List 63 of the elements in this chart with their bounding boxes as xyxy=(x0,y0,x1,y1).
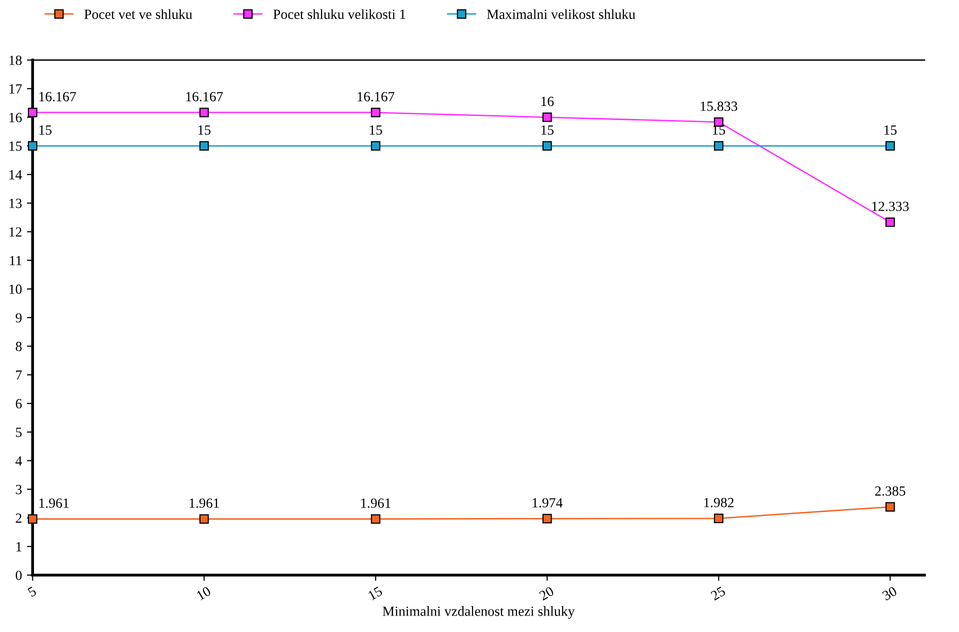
x-axis-title: Minimalni vzdalenost mezi shluky xyxy=(382,606,575,619)
data-label: 16.167 xyxy=(358,92,394,102)
legend-label: Pocet shluku velikosti 1 xyxy=(273,9,406,19)
point xyxy=(370,141,380,151)
data-label: 1.974 xyxy=(532,498,563,508)
x-tick-label: 10 xyxy=(196,586,212,600)
data-label: 1.961 xyxy=(39,498,69,508)
y-tick-label: 16 xyxy=(10,112,22,122)
point xyxy=(714,514,724,524)
y-tick-label: 0 xyxy=(16,570,22,580)
y-tick-label: 15 xyxy=(10,142,22,151)
y-tick-label: 18 xyxy=(10,56,22,65)
x-tick-label: 15 xyxy=(368,586,383,600)
y-tick-label: 11 xyxy=(10,256,22,266)
point xyxy=(28,108,38,118)
data-label: 16.167 xyxy=(39,92,76,102)
x-tick-label: 25 xyxy=(710,586,726,601)
y-tick-label: 2 xyxy=(16,514,22,523)
point xyxy=(885,141,895,151)
x-tick-label: 20 xyxy=(538,586,554,601)
x-tick-label: 5 xyxy=(27,586,37,598)
data-label: 2.385 xyxy=(875,486,906,496)
point xyxy=(199,141,209,151)
point xyxy=(542,141,552,151)
x-tick-label: 30 xyxy=(882,586,898,601)
data-label: 15 xyxy=(541,125,554,135)
point xyxy=(885,217,895,227)
y-tick-label: 17 xyxy=(10,84,22,94)
data-label: 12.333 xyxy=(872,202,909,212)
y-tick-label: 10 xyxy=(10,284,22,294)
point xyxy=(714,141,724,151)
data-label: 16.167 xyxy=(186,92,223,102)
point xyxy=(28,514,38,524)
point xyxy=(542,112,552,122)
y-tick-label: 14 xyxy=(10,170,22,180)
data-label: 15 xyxy=(884,125,897,135)
y-tick-label: 5 xyxy=(16,428,22,437)
data-label: 15.833 xyxy=(700,102,738,111)
legend-label: Maximalni velikost shluku xyxy=(487,9,636,19)
y-tick-label: 6 xyxy=(16,399,22,408)
point xyxy=(199,108,209,118)
data-label: 1.961 xyxy=(361,498,390,508)
y-tick-label: 13 xyxy=(10,198,22,208)
data-label: 15 xyxy=(39,125,52,135)
data-label: 1.961 xyxy=(190,498,219,508)
point xyxy=(28,141,38,151)
data-label: 15 xyxy=(198,125,211,135)
y-tick-label: 8 xyxy=(16,342,22,352)
data-label: 16 xyxy=(541,96,554,106)
y-tick-label: 12 xyxy=(10,227,22,237)
legend-label: Pocet vet ve shluku xyxy=(84,9,192,19)
point xyxy=(885,502,895,512)
y-tick-label: 9 xyxy=(16,313,22,323)
y-tick-label: 7 xyxy=(16,370,22,380)
point xyxy=(370,514,380,524)
point xyxy=(370,108,380,118)
point xyxy=(542,514,552,524)
y-tick-label: 3 xyxy=(16,484,22,494)
data-label: 15 xyxy=(370,125,382,135)
y-tick-label: 4 xyxy=(16,456,22,466)
data-label: 1.982 xyxy=(704,498,734,508)
y-tick-label: 1 xyxy=(16,542,22,552)
point xyxy=(199,514,209,524)
